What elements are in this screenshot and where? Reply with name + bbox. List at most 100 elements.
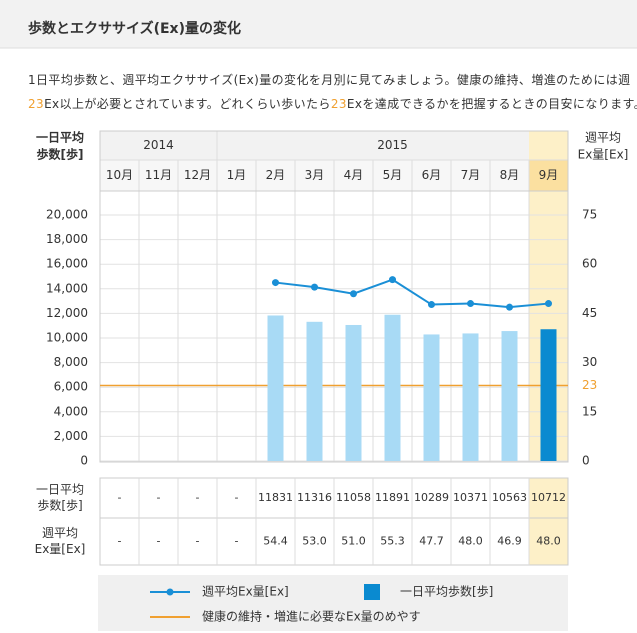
reference-label: 23 <box>582 378 597 392</box>
legend-label: 週平均Ex量[Ex] <box>202 585 289 599</box>
y-tick-label: 14,000 <box>46 281 88 295</box>
bar <box>423 334 440 461</box>
month-label: 7月 <box>461 168 481 182</box>
month-label: 1月 <box>227 168 247 182</box>
y2-tick-label: 0 <box>582 454 590 468</box>
table-value: - <box>196 535 200 548</box>
legend-dot <box>166 588 174 596</box>
y2-tick-label: 75 <box>582 208 597 222</box>
bar <box>384 314 401 461</box>
y2-axis-title: 週平均 <box>585 131 621 145</box>
table-value: 11316 <box>297 491 332 504</box>
month-label: 2月 <box>266 168 286 182</box>
description-line: 1日平均歩数と、週平均エクササイズ(Ex)量の変化を月別に見てみましょう。健康の… <box>28 72 631 87</box>
line-point <box>350 290 357 298</box>
table-row-label: 歩数[歩] <box>37 498 82 513</box>
description-line: 23Ex以上が必要とされています。どれくらい歩いたら23Exを達成できるかを把握… <box>28 96 637 111</box>
table-value: 11058 <box>336 491 371 504</box>
year-label: 2014 <box>143 138 174 152</box>
y2-tick-label: 15 <box>582 404 597 418</box>
month-label: 11月 <box>145 168 172 182</box>
header-frame <box>99 130 569 463</box>
month-label: 12月 <box>184 168 211 182</box>
y-tick-label: 2,000 <box>54 429 88 443</box>
table-value: 10371 <box>453 491 488 504</box>
month-label: 6月 <box>422 168 442 182</box>
table-value: 47.7 <box>419 535 444 548</box>
description-text: 1日平均歩数と、週平均エクササイズ(Ex)量の変化を月別に見てみましょう。健康の… <box>28 72 631 87</box>
line-point <box>428 301 435 309</box>
y-tick-label: 8,000 <box>54 355 88 369</box>
line-point <box>389 276 396 284</box>
bar <box>501 331 518 461</box>
legend-label: 一日平均歩数[歩] <box>400 584 493 599</box>
y2-tick-label: 45 <box>582 306 597 320</box>
legend-swatch <box>364 584 380 600</box>
table-value: - <box>235 535 239 548</box>
highlight-table-column <box>529 478 568 565</box>
table-value: 10563 <box>492 491 527 504</box>
y2-tick-label: 60 <box>582 257 597 271</box>
bar <box>462 333 479 461</box>
description-text: Ex以上が必要とされています。どれくらい歩いたら <box>44 96 331 111</box>
month-label: 3月 <box>305 168 325 182</box>
month-label: 4月 <box>344 168 364 182</box>
month-label: 8月 <box>500 168 520 182</box>
y2-tick-label: 30 <box>582 355 597 369</box>
table-value: - <box>157 535 161 548</box>
table-value: 48.0 <box>458 535 483 548</box>
table-value: 54.4 <box>263 535 288 548</box>
bar <box>267 315 284 461</box>
line-point <box>545 300 552 308</box>
line-point <box>311 283 318 291</box>
description-text: 23 <box>331 97 347 111</box>
y-tick-label: 20,000 <box>46 208 88 222</box>
line-point <box>272 279 279 287</box>
year-label: 2015 <box>377 138 408 152</box>
table-value: - <box>118 535 122 548</box>
description-text: 23 <box>28 97 44 111</box>
table-value: 10712 <box>531 491 566 504</box>
table-row-label: Ex量[Ex] <box>35 542 86 556</box>
line-point <box>467 300 474 308</box>
table-value: 53.0 <box>302 535 327 548</box>
y-tick-label: 16,000 <box>46 257 88 271</box>
table-value: - <box>118 491 122 504</box>
bar <box>306 321 323 461</box>
y2-axis-title: Ex量[Ex] <box>578 148 629 162</box>
month-label: 5月 <box>383 168 403 182</box>
bar <box>345 324 362 461</box>
legend-box <box>98 575 568 631</box>
month-label: 9月 <box>539 168 559 182</box>
line <box>275 278 549 309</box>
table-value: - <box>235 491 239 504</box>
table-value: - <box>196 491 200 504</box>
month-label: 10月 <box>106 168 133 182</box>
y-tick-label: 18,000 <box>46 232 88 246</box>
table-value: 55.3 <box>380 535 405 548</box>
table-value: - <box>157 491 161 504</box>
y-axis-title: 歩数[歩] <box>37 147 84 162</box>
line-point <box>506 303 513 311</box>
table-row-label: 週平均 <box>42 526 78 540</box>
y-tick-label: 4,000 <box>54 404 88 418</box>
page-title: 歩数とエクササイズ(Ex)量の変化 <box>28 20 241 37</box>
highlight-month-cell <box>529 160 568 191</box>
year-row <box>100 131 568 160</box>
header-bar <box>0 0 637 48</box>
table-value: 11831 <box>258 491 293 504</box>
description-text: Exを達成できるかを把握するときの目安になります。 <box>347 96 637 111</box>
table-value: 48.0 <box>536 535 561 548</box>
y-tick-label: 6,000 <box>54 380 88 394</box>
y-tick-label: 0 <box>80 454 88 468</box>
y-axis-title: 一日平均 <box>36 130 84 145</box>
table-row-label: 一日平均 <box>36 483 84 497</box>
legend-label: 健康の維持・増進に必要なEx量のめやす <box>202 609 421 624</box>
bar <box>540 329 557 461</box>
table-value: 11891 <box>375 491 410 504</box>
table-value: 10289 <box>414 491 449 504</box>
y-tick-label: 12,000 <box>46 306 88 320</box>
y-tick-label: 10,000 <box>46 331 88 345</box>
table-value: 51.0 <box>341 535 366 548</box>
